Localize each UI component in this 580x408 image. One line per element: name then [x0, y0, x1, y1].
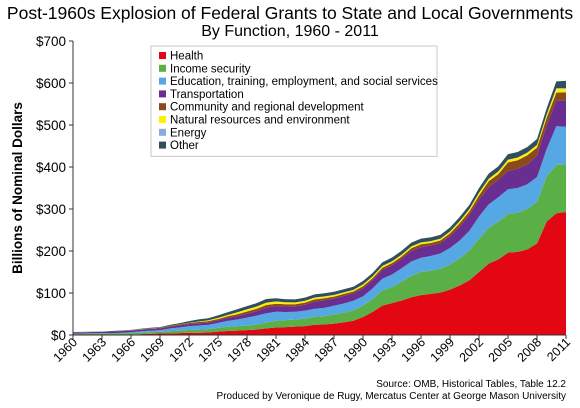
x-tick-label: 2008: [515, 335, 545, 365]
x-tick-label: 2005: [486, 335, 516, 365]
y-tick-label: $0: [51, 328, 66, 343]
legend-swatch: [159, 116, 166, 123]
y-axis-label: Billions of Nominal Dollars: [10, 102, 25, 274]
legend-swatch: [159, 128, 166, 136]
legend-label: Transportation: [170, 89, 244, 101]
legend-swatch: [159, 64, 166, 72]
x-tick-label: 1975: [196, 335, 226, 365]
x-tick-label: 1987: [312, 335, 342, 365]
y-tick-label: $100: [36, 286, 66, 301]
x-tick-label: 1966: [109, 335, 139, 365]
axes: [72, 41, 566, 336]
legend-box: [150, 45, 438, 157]
legend-swatch: [159, 52, 166, 59]
legend-label: Health: [170, 51, 203, 63]
x-tick-label: 1993: [370, 335, 400, 365]
x-tick-label: 1972: [167, 335, 197, 365]
y-tick-label: $300: [36, 202, 66, 217]
legend-swatch: [159, 77, 166, 85]
y-tick-label: $200: [36, 244, 66, 259]
legend-swatch: [159, 103, 166, 111]
x-tick-label: 1969: [138, 335, 168, 365]
legend-label: Community and regional development: [170, 102, 364, 114]
y-tick-label: $500: [36, 118, 66, 133]
x-tick-label: 1996: [399, 335, 429, 365]
x-tick-label: 1981: [254, 335, 284, 365]
x-tick-label: 1963: [80, 335, 110, 365]
area-health: [73, 211, 566, 335]
y-tick-label: $400: [36, 160, 66, 175]
x-tick-label: 2011: [544, 335, 573, 364]
source-note: Source: OMB, Historical Tables, Table 12…: [376, 379, 566, 390]
legend-label: Energy: [170, 127, 207, 139]
legend-label: Other: [170, 140, 199, 152]
legend-swatch: [159, 141, 166, 149]
credit-note: Produced by Veronique de Rugy, Mercatus …: [216, 391, 566, 402]
y-ticks: $0 $100 $200 $300 $400 $500 $600 $700: [36, 34, 73, 343]
x-tick-label: 1978: [225, 335, 255, 365]
x-ticks: 1960 1963 1966 1969 1972 1975 1978 1981 1984 1987…: [51, 335, 573, 365]
x-tick-label: 1984: [283, 335, 313, 365]
chart-title: Post-1960s Explosion of Federal Grants t…: [6, 3, 574, 23]
legend-label: Income security: [170, 63, 251, 75]
x-tick-label: 2002: [457, 335, 487, 365]
y-tick-label: $600: [36, 76, 66, 91]
legend-swatch: [159, 90, 166, 98]
x-tick-label: 1999: [428, 335, 458, 365]
chart-subtitle: By Function, 1960 - 2011: [201, 23, 379, 40]
area-layers: [73, 80, 566, 335]
x-tick-label: 1990: [341, 335, 371, 365]
legend-label: Education, training, employment, and soc…: [170, 76, 438, 88]
y-tick-label: $700: [36, 34, 66, 49]
legend-label: Natural resources and environment: [170, 115, 350, 127]
